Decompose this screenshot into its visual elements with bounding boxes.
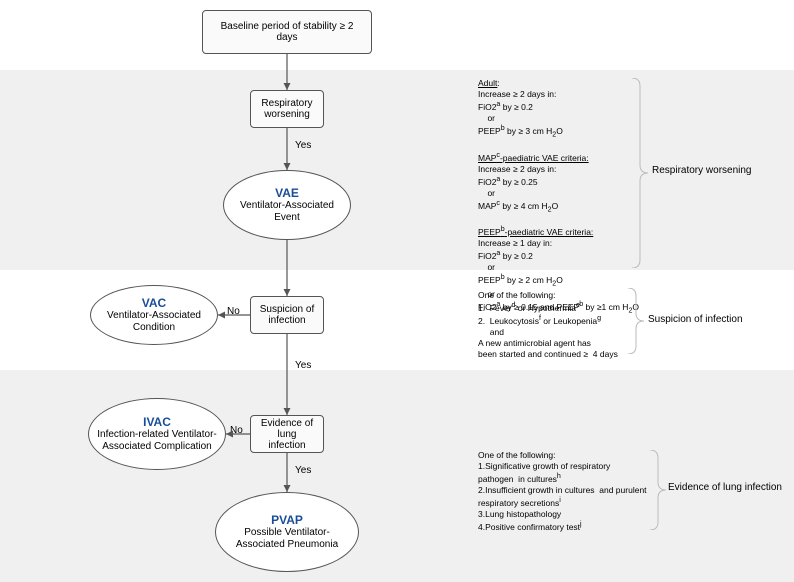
node-full: Infection-related Ventilator-Associated … — [95, 429, 219, 453]
brace-label-suspicion_inf: Suspicion of infection — [648, 314, 743, 325]
criteria-evidence_lung: One of the following:1.Significative gro… — [478, 450, 647, 533]
node-abbr: VAE — [275, 186, 299, 200]
node-vae: VAEVentilator-Associated Event — [223, 170, 351, 240]
node-text: Baseline period of stability ≥ 2 days — [211, 21, 363, 43]
brace-label-evidence_lung: Evidence of lung infection — [668, 482, 782, 493]
node-baseline: Baseline period of stability ≥ 2 days — [202, 10, 372, 54]
edge-label-evidence-ivac: No — [230, 425, 243, 436]
node-pvap: PVAPPossible Ventilator-Associated Pneum… — [215, 492, 359, 572]
node-text: Respiratory worsening — [259, 98, 315, 120]
node-full: Ventilator-Associated Condition — [97, 310, 211, 334]
edge-label-suspicion-vac: No — [227, 306, 240, 317]
node-full: Ventilator-Associated Event — [230, 200, 344, 224]
node-text: Evidence of lung infection — [259, 418, 315, 451]
criteria-suspicion_inf: One of the following:1. Feverd or Hypoth… — [478, 290, 618, 360]
node-evidence: Evidence of lung infection — [250, 415, 324, 453]
brace-label-resp_worsening: Respiratory worsening — [652, 165, 752, 176]
edge-label-suspicion-evidence: Yes — [295, 360, 311, 371]
node-full: Possible Ventilator-Associated Pneumonia — [222, 527, 352, 551]
background-band-0 — [0, 0, 794, 70]
node-abbr: IVAC — [143, 415, 171, 429]
background-band-3 — [0, 370, 794, 582]
node-ivac: IVACInfection-related Ventilator-Associa… — [88, 398, 226, 470]
node-abbr: PVAP — [271, 513, 303, 527]
node-text: Suspicion of infection — [259, 304, 315, 326]
node-abbr: VAC — [142, 296, 166, 310]
node-resp: Respiratory worsening — [250, 90, 324, 128]
criteria-resp_worsening: Adult:Increase ≥ 2 days in:FiO2a by ≥ 0.… — [478, 78, 639, 316]
node-suspicion: Suspicion of infection — [250, 296, 324, 334]
edge-label-evidence-pvap: Yes — [295, 465, 311, 476]
node-vac: VACVentilator-Associated Condition — [90, 285, 218, 345]
edge-label-resp-vae: Yes — [295, 140, 311, 151]
